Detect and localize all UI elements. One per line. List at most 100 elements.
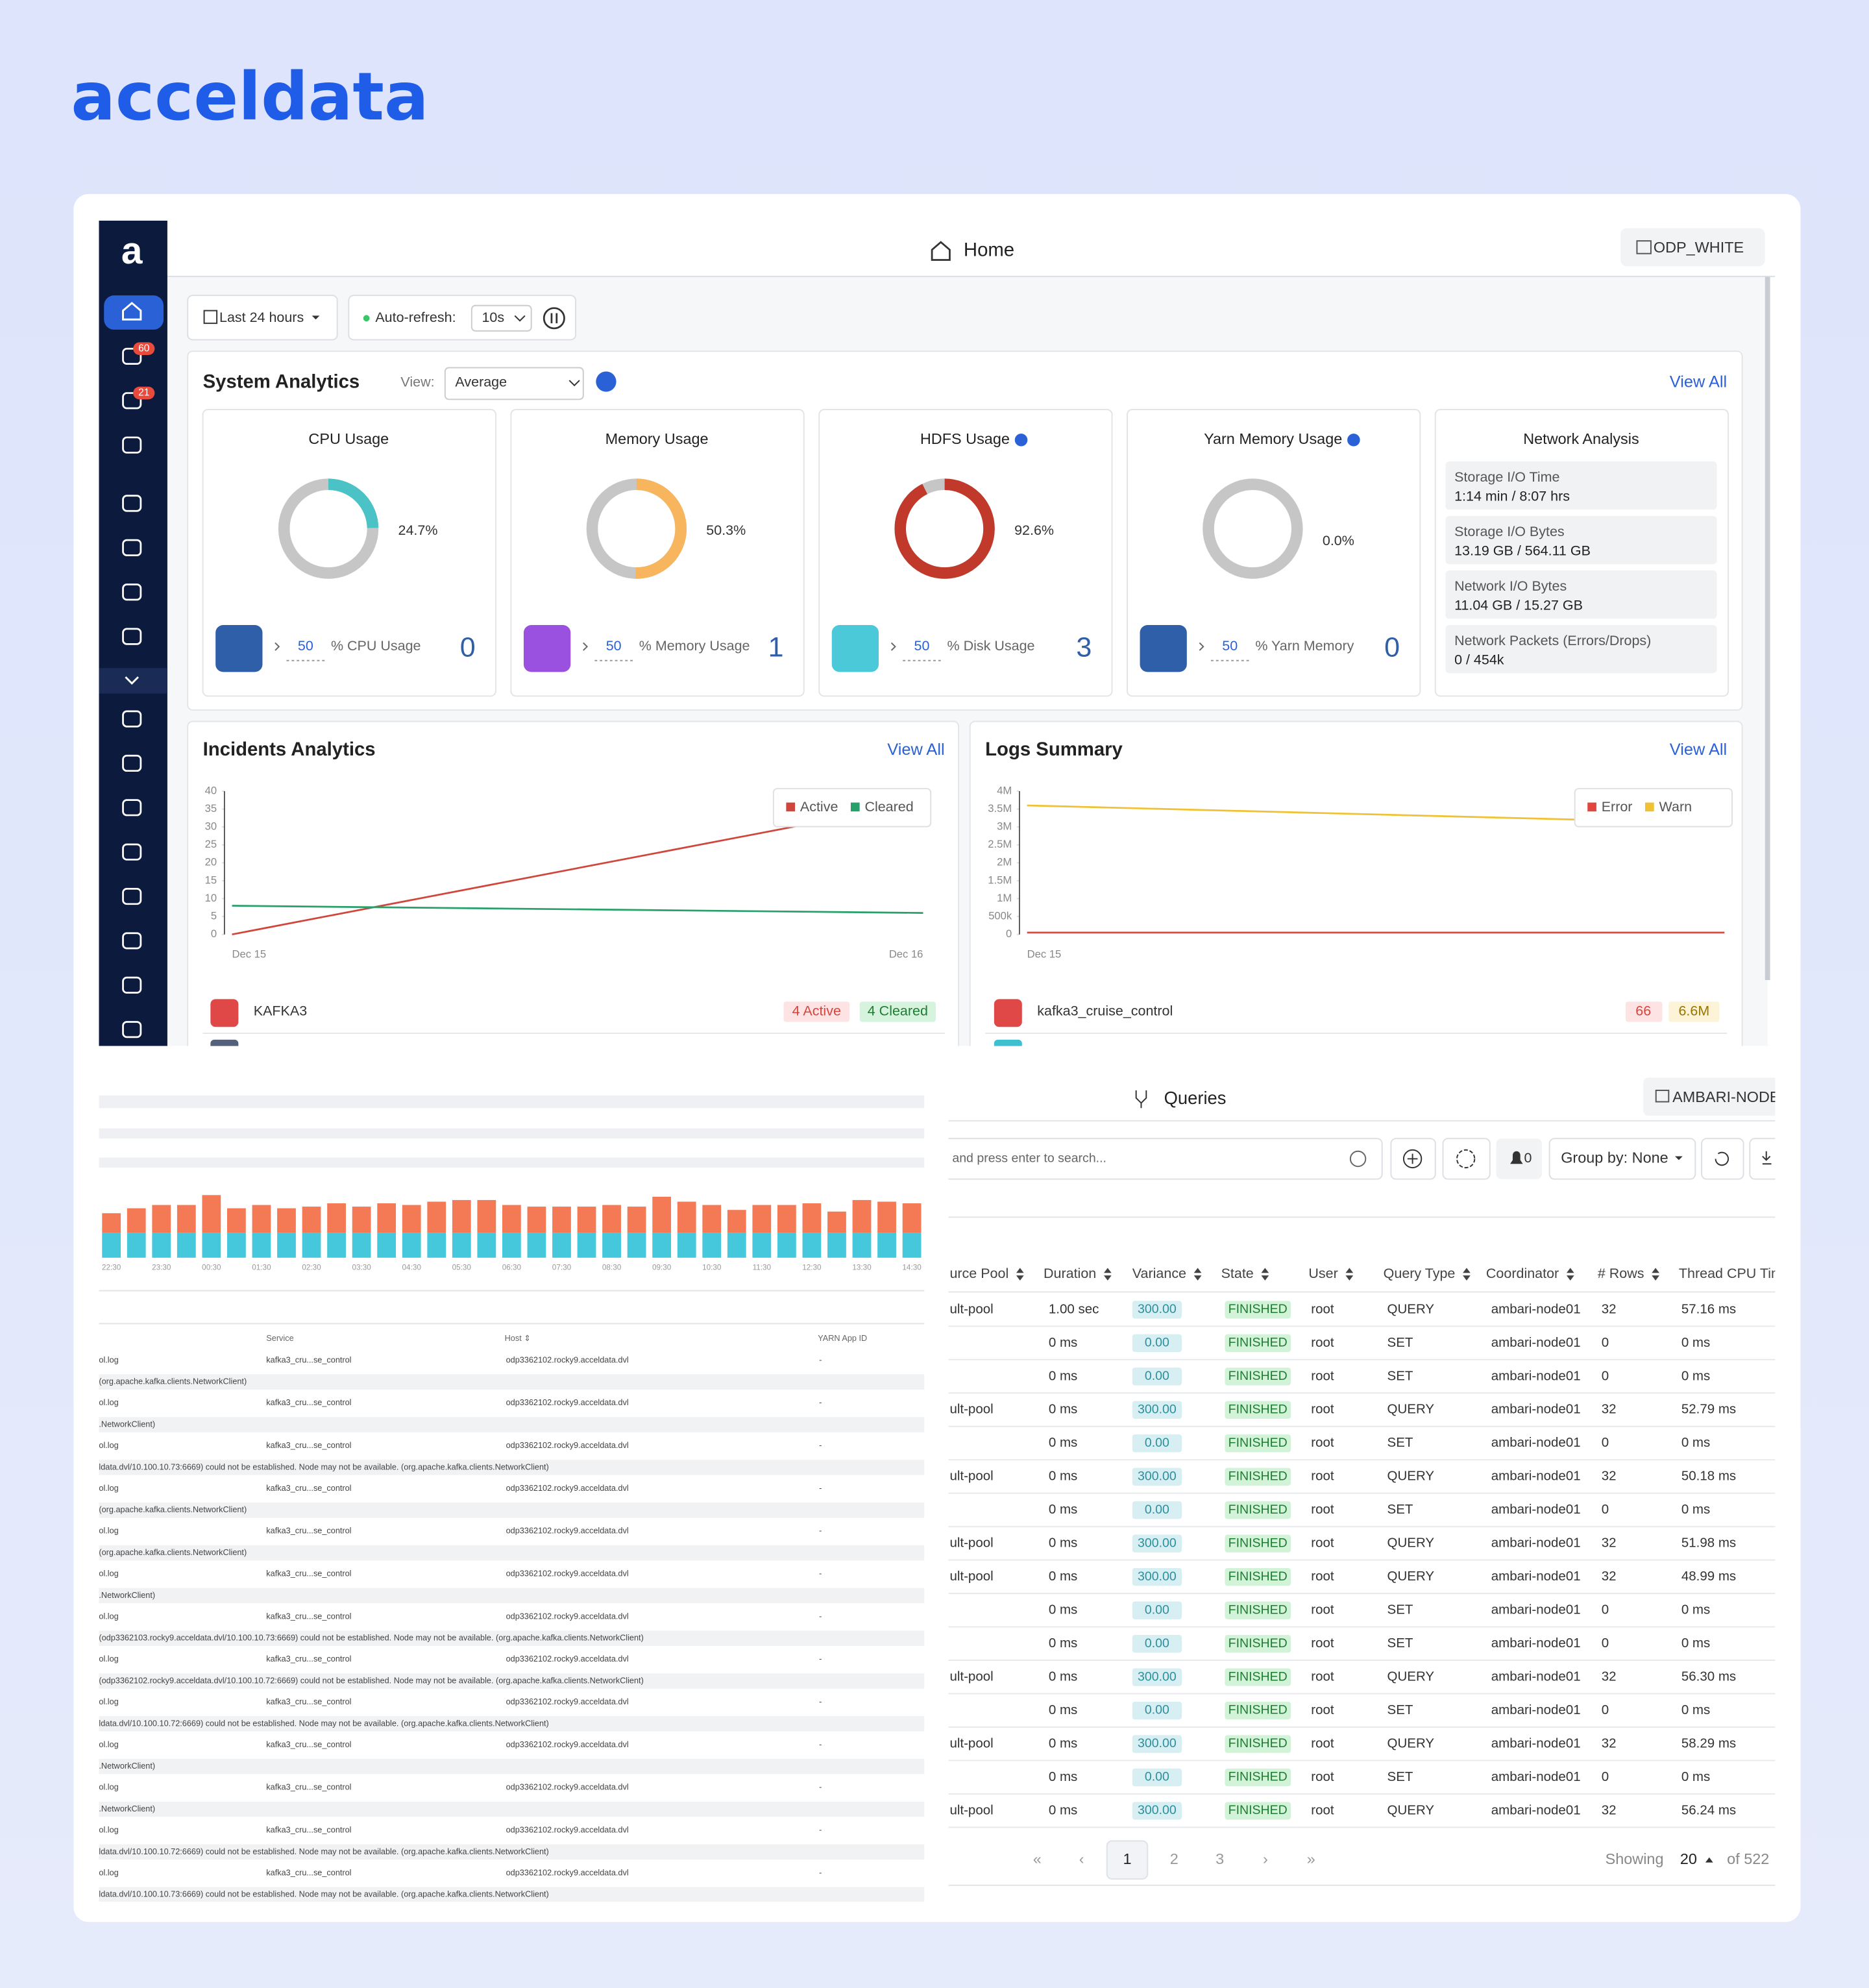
cell: root	[1311, 1602, 1334, 1617]
sort-icon[interactable]	[1463, 1268, 1471, 1281]
view-value[interactable]: Average	[455, 374, 507, 390]
plus	[1407, 1153, 1418, 1164]
search-placeholder[interactable]: and press enter to search...	[952, 1151, 1106, 1166]
page-link[interactable]: 2	[1170, 1850, 1179, 1867]
page-link[interactable]: 1	[1123, 1850, 1131, 1867]
time-range[interactable]	[187, 295, 338, 341]
sort-icon[interactable]	[1566, 1268, 1574, 1281]
page-link[interactable]: ›	[1263, 1850, 1268, 1867]
log-cell: kafka3_cru...se_control	[266, 1398, 351, 1407]
sidebar-icon[interactable]	[122, 887, 142, 905]
log-message: .NetworkClient)	[99, 1419, 155, 1429]
panel-title: Logs Summary	[985, 739, 1123, 760]
cell: 0	[1602, 1502, 1609, 1517]
bar-segment	[502, 1233, 521, 1258]
variance-badge	[1132, 1701, 1182, 1720]
group-by[interactable]	[1548, 1138, 1696, 1180]
placeholder-row	[99, 1157, 925, 1168]
sort-icon[interactable]	[1261, 1268, 1269, 1281]
network-item	[1445, 516, 1717, 565]
cell: 0 ms	[1049, 1702, 1077, 1717]
queries-panel: Queries AMBARI-NODE and press enter to s…	[938, 1077, 1788, 1886]
help-icon[interactable]	[1349, 1150, 1367, 1168]
download-button[interactable]	[1749, 1138, 1788, 1180]
bar-segment	[902, 1233, 922, 1258]
log-cell: -	[819, 1441, 822, 1450]
column-header: User	[1308, 1266, 1338, 1281]
variance: 0.00	[1145, 1636, 1169, 1651]
alerts-count[interactable]: 0	[1524, 1150, 1532, 1166]
sidebar-icon[interactable]	[122, 583, 142, 601]
sidebar-icon[interactable]	[122, 495, 142, 512]
interval[interactable]: 10s	[482, 310, 504, 325]
sort-icon[interactable]	[1193, 1268, 1202, 1281]
pause-button[interactable]	[543, 307, 565, 330]
log-message: (odp3362102.rocky9.acceldata.dvl/10.100.…	[99, 1676, 643, 1685]
sidebar-icon[interactable]	[122, 347, 142, 365]
log-message: (org.apache.kafka.clients.NetworkClient)	[99, 1377, 247, 1386]
page-link[interactable]: ‹	[1079, 1850, 1084, 1867]
refresh-button[interactable]	[1701, 1138, 1744, 1180]
info-icon[interactable]	[596, 371, 617, 392]
card-title: CPU Usage	[308, 430, 389, 447]
sidebar-active[interactable]	[104, 295, 164, 330]
error-badge	[1625, 1001, 1663, 1022]
cell: SET	[1387, 1769, 1413, 1784]
view-all-link[interactable]: View All	[1670, 741, 1727, 759]
column-header: Host ⇕	[505, 1334, 531, 1343]
page-link[interactable]: »	[1307, 1850, 1315, 1867]
cluster-button[interactable]	[1620, 228, 1765, 267]
page-link[interactable]: 3	[1215, 1850, 1224, 1867]
sidebar-icon[interactable]	[122, 976, 142, 994]
log-cell: odp3362102.rocky9.acceldata.dvl	[506, 1355, 629, 1364]
cell: 0 ms	[1049, 1536, 1077, 1551]
sidebar-icon[interactable]	[122, 1021, 142, 1038]
queries-icon	[1135, 1090, 1147, 1109]
log-cell: -	[819, 1569, 822, 1578]
sort-icon[interactable]	[1345, 1268, 1354, 1281]
time-range-label[interactable]: Last 24 hours	[219, 310, 304, 325]
view-all-link[interactable]: View All	[887, 741, 944, 759]
bar-segment	[277, 1208, 296, 1233]
info-icon[interactable]	[1014, 434, 1028, 447]
network-value: 13.19 GB / 564.11 GB	[1454, 543, 1591, 558]
page-size[interactable]: 20	[1680, 1850, 1697, 1867]
interval-select[interactable]	[470, 304, 532, 332]
sidebar-icon[interactable]	[122, 754, 142, 772]
caret	[1705, 1857, 1713, 1863]
view-all-link[interactable]: View All	[1670, 373, 1727, 391]
y-tick-label: 25	[205, 838, 217, 850]
sidebar-icon[interactable]	[122, 628, 142, 645]
chevron	[1199, 642, 1204, 651]
sidebar-icon[interactable]	[122, 799, 142, 816]
cluster-name[interactable]: ODP_WHITE	[1654, 239, 1744, 256]
sidebar-icon[interactable]	[122, 843, 142, 861]
sidebar-icon[interactable]	[122, 539, 142, 556]
node-name[interactable]: AMBARI-NODE	[1672, 1088, 1779, 1105]
sidebar-icon[interactable]	[122, 436, 142, 454]
view-select[interactable]	[444, 367, 584, 400]
page-link[interactable]: «	[1033, 1850, 1042, 1867]
metric-card	[202, 408, 496, 697]
bar-segment	[427, 1201, 446, 1233]
group-by-label[interactable]: Group by: None	[1561, 1149, 1668, 1166]
sidebar-icon[interactable]	[122, 301, 142, 321]
sort-icon[interactable]	[1652, 1268, 1659, 1281]
x-tick-label: 06:30	[502, 1264, 522, 1272]
settings-button[interactable]	[1442, 1138, 1491, 1180]
info-icon[interactable]	[1347, 434, 1360, 447]
node-button[interactable]	[1643, 1077, 1783, 1116]
state: FINISHED	[1228, 1536, 1288, 1550]
bar-segment	[327, 1233, 346, 1258]
sidebar-icon[interactable]	[122, 392, 142, 410]
search-box[interactable]	[938, 1138, 1383, 1180]
badge-count: 60	[138, 343, 150, 354]
sidebar-icon[interactable]	[122, 932, 142, 950]
y-tick-label: 1.5M	[988, 874, 1012, 886]
sidebar-icon[interactable]	[122, 710, 142, 728]
sort-icon[interactable]	[1103, 1268, 1112, 1281]
message-stripe	[99, 1887, 925, 1902]
cell: root	[1311, 1301, 1334, 1316]
sort-icon[interactable]	[1016, 1268, 1024, 1281]
bar-segment	[852, 1199, 872, 1233]
